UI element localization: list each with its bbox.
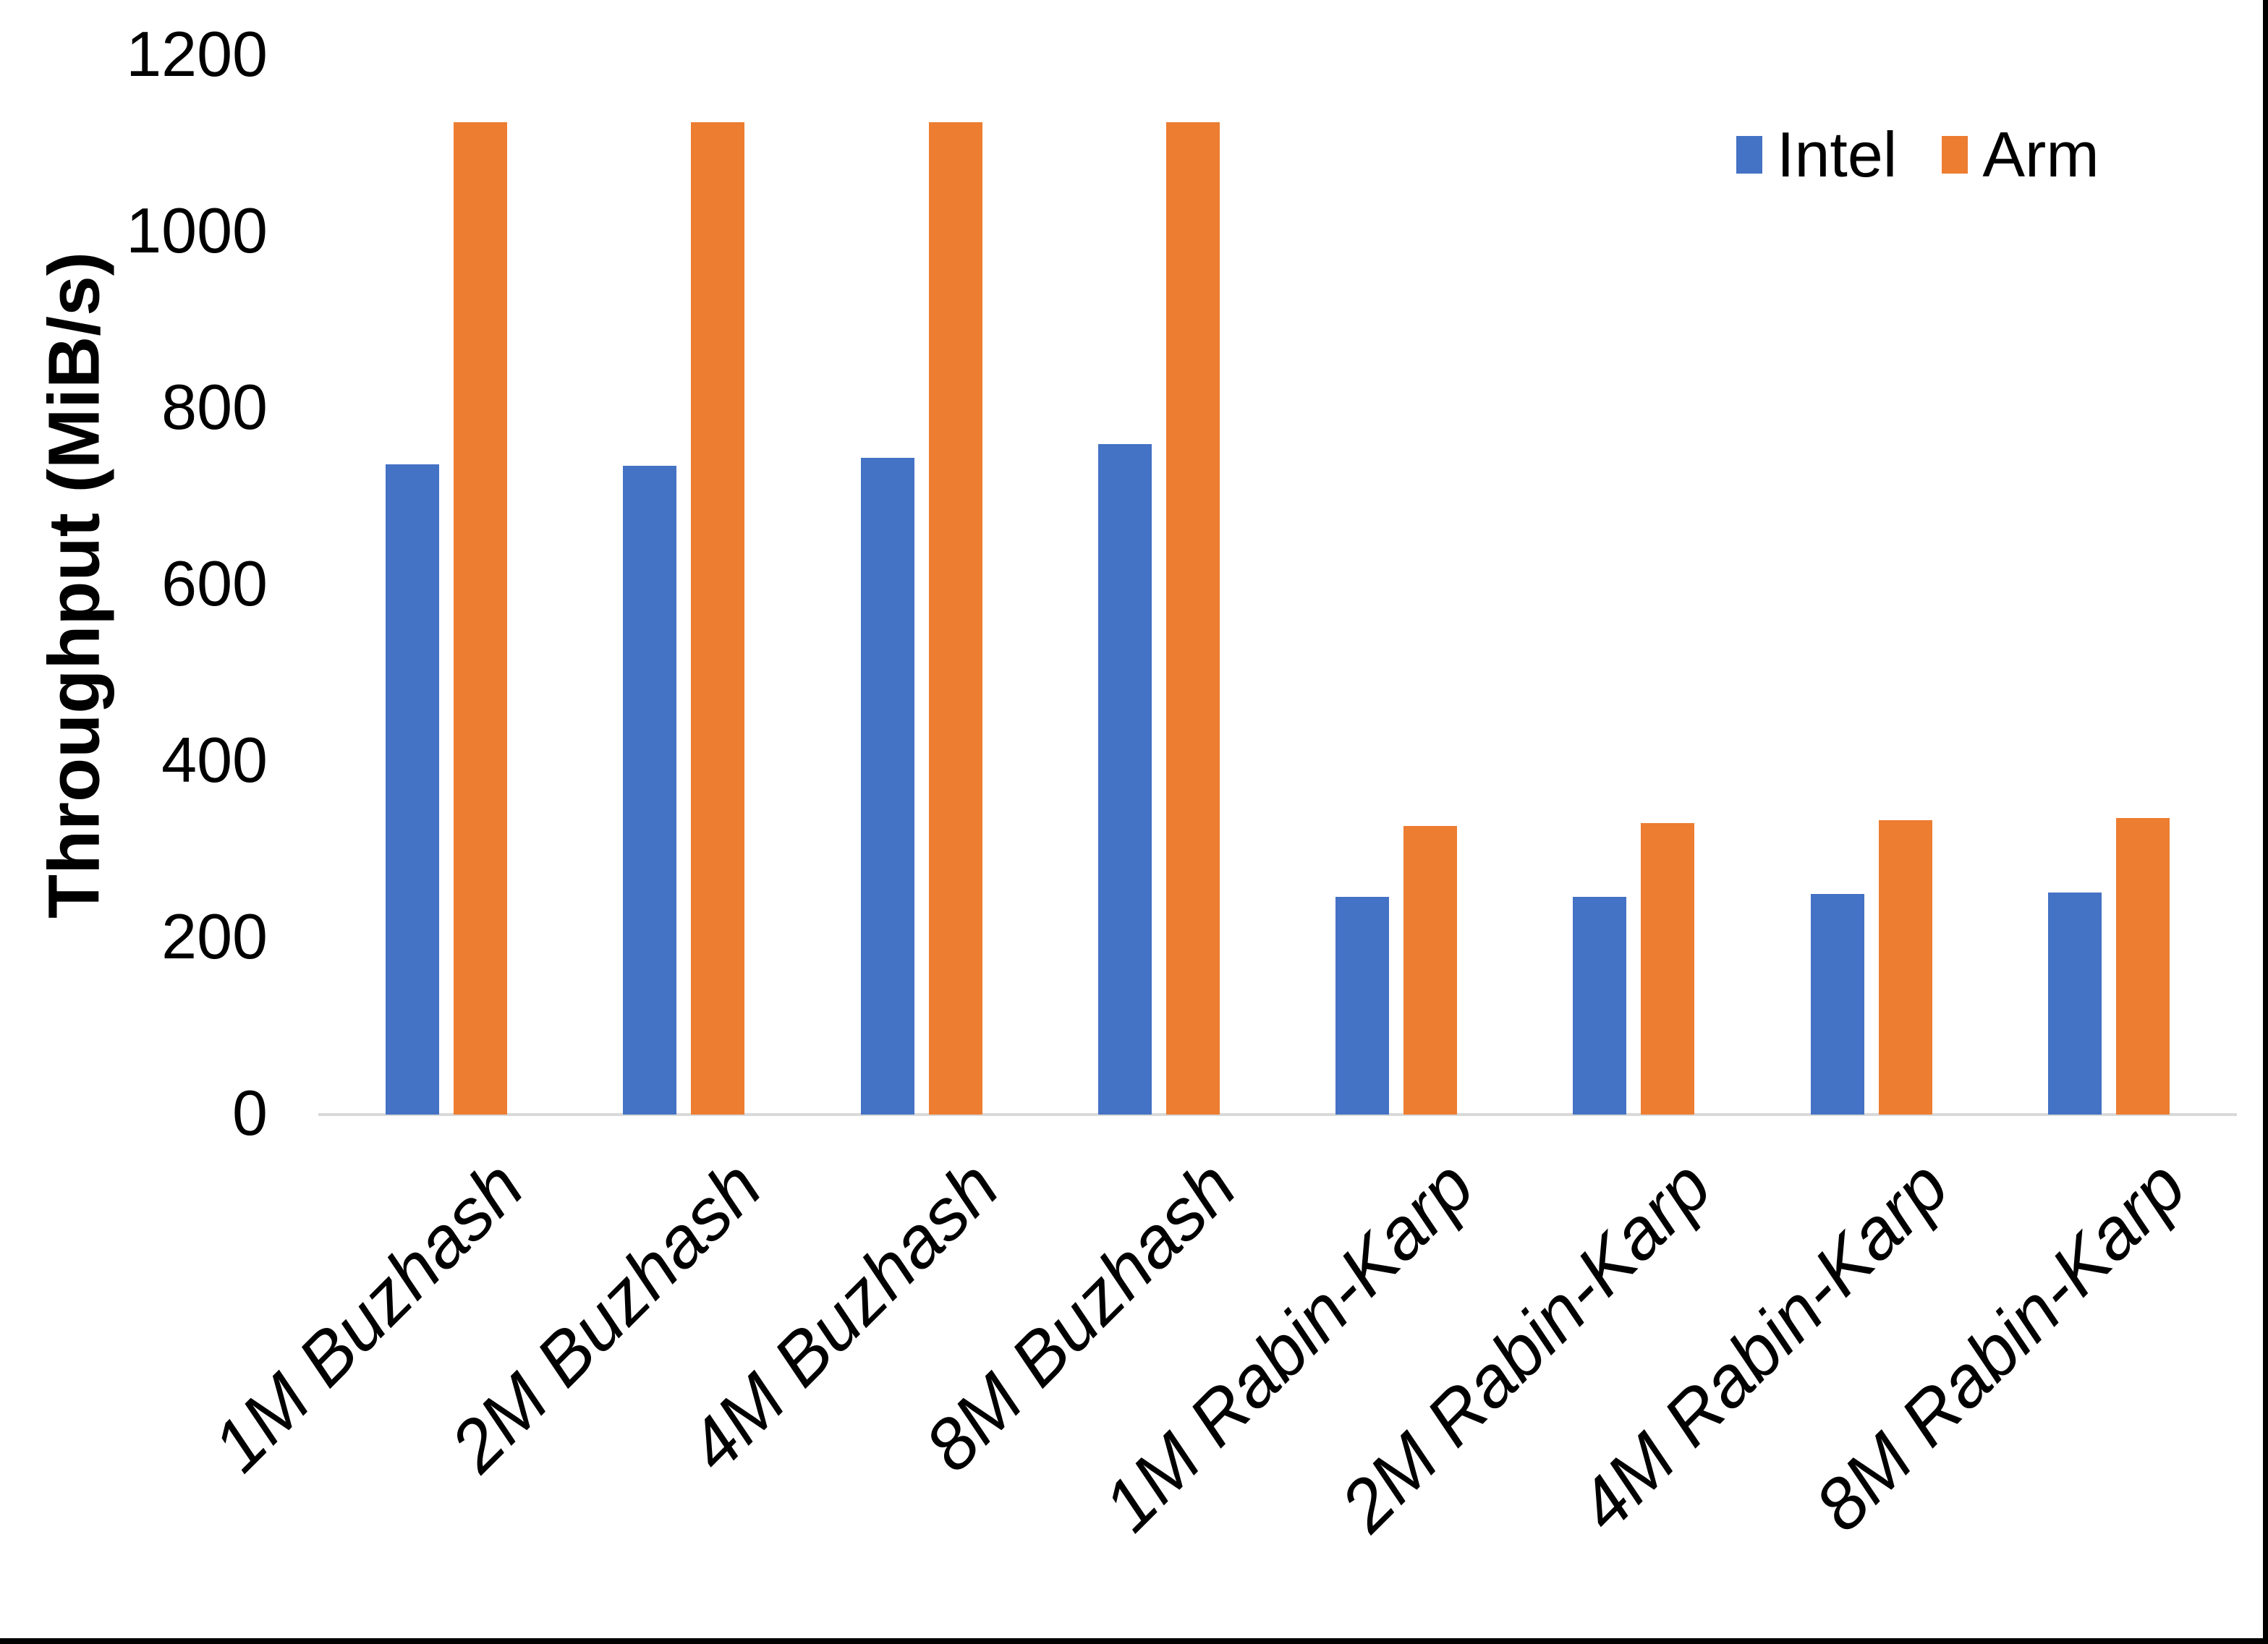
- bar-arm-8m-buzhash: [1165, 122, 1220, 1115]
- bar-arm-2m-buzhash: [691, 122, 745, 1115]
- legend-swatch-intel: [1736, 136, 1762, 174]
- x-axis-line: [318, 1113, 2237, 1116]
- y-tick-label: 200: [161, 900, 268, 972]
- bar-arm-4m-buzhash: [928, 122, 982, 1115]
- bar-intel-8m-rabin-karp: [2047, 892, 2102, 1115]
- legend-label: Intel: [1777, 119, 1898, 190]
- bottom-border: [0, 1638, 2268, 1644]
- bar-intel-1m-rabin-karp: [1335, 896, 1390, 1115]
- y-tick-label: 1200: [126, 17, 268, 90]
- right-border: [2263, 0, 2268, 1644]
- bar-intel-2m-buzhash: [623, 466, 677, 1115]
- bar-arm-1m-buzhash: [454, 122, 508, 1115]
- y-tick-label: 1000: [126, 194, 268, 266]
- y-tick-label: 0: [232, 1076, 268, 1149]
- bar-arm-2m-rabin-karp: [1641, 823, 1695, 1115]
- y-tick-label: 400: [161, 723, 268, 796]
- legend-label: Arm: [1982, 119, 2099, 190]
- y-tick-label: 600: [161, 547, 268, 619]
- bar-intel-4m-buzhash: [860, 458, 914, 1115]
- bar-intel-4m-rabin-karp: [1810, 894, 1864, 1115]
- legend: Intel Arm: [1736, 123, 2099, 187]
- bar-intel-2m-rabin-karp: [1573, 896, 1627, 1115]
- bar-intel-1m-buzhash: [386, 464, 440, 1115]
- bar-arm-8m-rabin-karp: [2115, 818, 2170, 1115]
- bar-intel-8m-buzhash: [1097, 443, 1152, 1115]
- legend-item-arm: Arm: [1942, 123, 2099, 187]
- legend-item-intel: Intel: [1736, 123, 1897, 187]
- y-tick-label: 800: [161, 370, 268, 443]
- bar-arm-1m-rabin-karp: [1403, 826, 1458, 1115]
- bar-arm-4m-rabin-karp: [1878, 819, 1932, 1115]
- legend-swatch-arm: [1942, 136, 1968, 174]
